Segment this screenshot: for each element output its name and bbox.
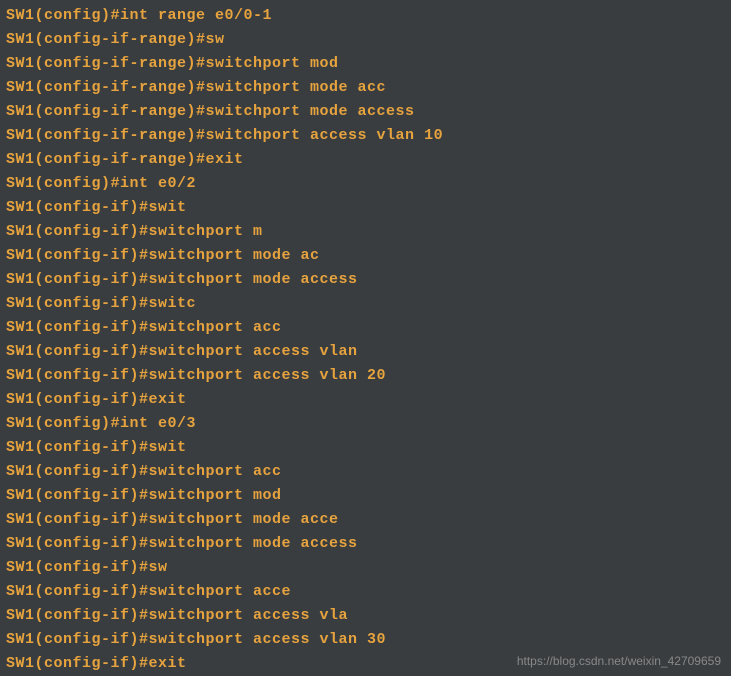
terminal-line: SW1(config)#int range e0/0-1 [6,4,725,28]
terminal-line: SW1(config-if)#exit [6,388,725,412]
terminal-line: SW1(config-if)#switchport access vlan 30 [6,628,725,652]
terminal-line: SW1(config-if-range)#exit [6,148,725,172]
terminal-line: SW1(config)#int e0/3 [6,412,725,436]
terminal-line: SW1(config-if)#switchport acc [6,316,725,340]
terminal-output: SW1(config)#int range e0/0-1SW1(config-i… [6,4,725,676]
terminal-line: SW1(config)#int e0/2 [6,172,725,196]
terminal-line: SW1(config-if)#switchport mode access [6,268,725,292]
terminal-line: SW1(config-if)#switchport m [6,220,725,244]
terminal-line: SW1(config-if)#switchport access vla [6,604,725,628]
terminal-line: SW1(config-if)#swit [6,436,725,460]
terminal-line: SW1(config-if)#switchport mode ac [6,244,725,268]
terminal-line: SW1(config-if)#switchport access vlan 20 [6,364,725,388]
terminal-line: SW1(config-if)#sw [6,556,725,580]
terminal-line: SW1(config-if-range)#switchport mode acc [6,76,725,100]
terminal-line: SW1(config-if-range)#sw [6,28,725,52]
terminal-line: SW1(config-if)#swit [6,196,725,220]
terminal-line: SW1(config-if-range)#switchport mod [6,52,725,76]
terminal-line: SW1(config-if)#switc [6,292,725,316]
terminal-line: SW1(config-if-range)#switchport access v… [6,124,725,148]
watermark-text: https://blog.csdn.net/weixin_42709659 [517,654,721,668]
terminal-line: SW1(config-if)#switchport access vlan [6,340,725,364]
terminal-line: SW1(config-if)#switchport mode acce [6,508,725,532]
terminal-line: SW1(config-if)#switchport mode access [6,532,725,556]
terminal-line: SW1(config-if)#switchport acce [6,580,725,604]
terminal-line: SW1(config-if)#switchport acc [6,460,725,484]
terminal-line: SW1(config-if)#switchport mod [6,484,725,508]
terminal-line: SW1(config-if-range)#switchport mode acc… [6,100,725,124]
